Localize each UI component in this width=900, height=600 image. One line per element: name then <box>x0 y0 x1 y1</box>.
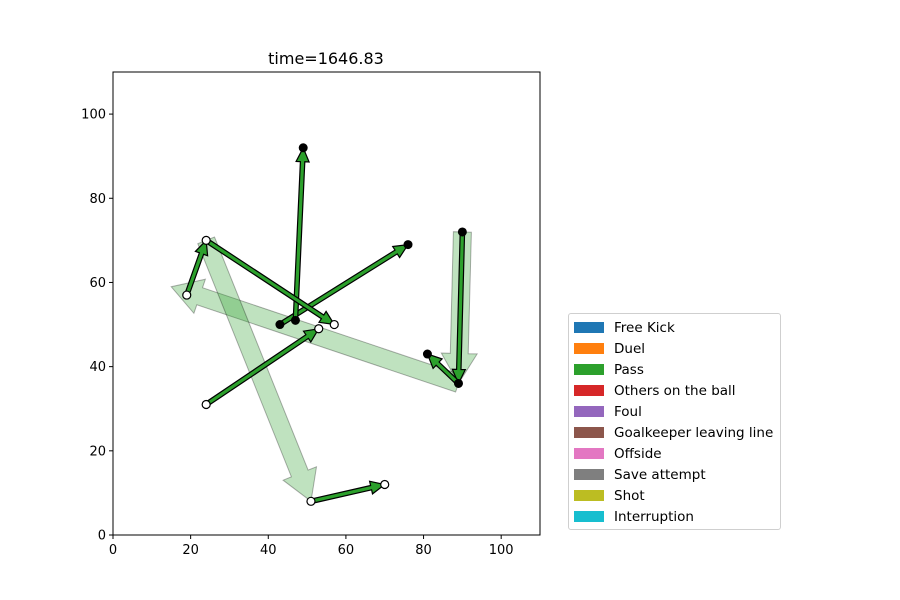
pass-arrow <box>204 237 336 326</box>
end-point <box>422 349 432 359</box>
pass-arrow <box>292 146 311 322</box>
pass-arrow <box>451 231 467 385</box>
x-tick-label: 60 <box>338 543 355 558</box>
legend-swatch <box>574 343 604 354</box>
movement-arrow <box>170 278 463 393</box>
legend-label: Offside <box>614 445 662 462</box>
legend-swatch <box>574 364 604 375</box>
legend-item: Goalkeeper leaving line <box>569 422 780 443</box>
legend-swatch <box>574 469 604 480</box>
legend-item: Pass <box>569 359 780 380</box>
x-tick-label: 40 <box>260 543 277 558</box>
legend-swatch <box>574 448 604 459</box>
legend-item: Duel <box>569 338 780 359</box>
end-point <box>453 378 463 388</box>
legend-item: Interruption <box>569 506 780 527</box>
start-point <box>314 324 324 334</box>
end-point <box>298 143 308 153</box>
plot-frame <box>112 71 541 536</box>
end-point <box>457 227 467 237</box>
plot-area <box>170 143 479 506</box>
legend-item: Shot <box>569 485 780 506</box>
end-point <box>290 315 300 325</box>
start-point <box>380 479 390 490</box>
x-tick-label: 0 <box>109 543 117 558</box>
legend: Free Kick Duel Pass Others on the ball Foul G… <box>568 313 781 530</box>
y-tick-label: 60 <box>89 276 106 291</box>
legend-label: Save attempt <box>614 466 706 483</box>
pass-arrow <box>426 353 461 386</box>
start-point <box>201 235 211 245</box>
legend-label: Others on the ball <box>614 382 736 399</box>
legend-item: Offside <box>569 443 780 464</box>
legend-item: Foul <box>569 401 780 422</box>
pass-arrow <box>183 239 209 297</box>
start-point <box>201 399 211 410</box>
legend-label: Interruption <box>614 508 694 525</box>
pass-arrow <box>309 480 387 505</box>
y-tick-label: 80 <box>89 192 106 207</box>
end-point <box>275 320 285 330</box>
legend-swatch <box>574 406 604 417</box>
y-tick-label: 0 <box>98 529 106 544</box>
legend-swatch <box>574 490 604 501</box>
start-point <box>329 319 339 330</box>
start-point <box>306 496 316 506</box>
legend-label: Goalkeeper leaving line <box>614 424 774 441</box>
legend-item: Save attempt <box>569 464 780 485</box>
axes: 0 20 40 60 80 100 0 20 40 60 80 100 <box>81 71 541 558</box>
y-tick-label: 40 <box>89 360 106 375</box>
legend-label: Foul <box>614 403 642 420</box>
x-tick-label: 80 <box>415 543 432 558</box>
chart-title: time=1646.83 <box>268 49 384 68</box>
legend-swatch <box>574 322 604 333</box>
legend-label: Free Kick <box>614 319 675 336</box>
legend-swatch <box>574 511 604 522</box>
legend-label: Shot <box>614 487 645 504</box>
legend-item: Others on the ball <box>569 380 780 401</box>
x-tick-label: 100 <box>489 543 514 558</box>
legend-item: Free Kick <box>569 317 780 338</box>
start-point <box>182 290 192 300</box>
end-point <box>403 240 413 250</box>
legend-label: Pass <box>614 361 644 378</box>
pass-arrow <box>204 328 320 408</box>
y-tick-label: 20 <box>89 444 106 459</box>
y-tick-label: 100 <box>81 108 106 123</box>
legend-swatch <box>574 385 604 396</box>
legend-swatch <box>574 427 604 438</box>
x-tick-label: 20 <box>182 543 199 558</box>
legend-label: Duel <box>614 340 646 357</box>
